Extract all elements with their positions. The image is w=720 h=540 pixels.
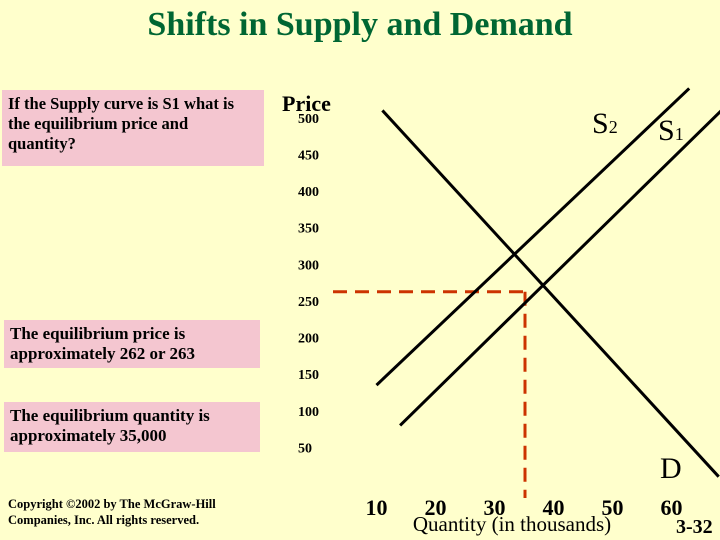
x-tick-label: 30 bbox=[484, 495, 506, 520]
y-tick-label: 200 bbox=[298, 332, 319, 347]
y-tick-label: 500 bbox=[298, 112, 319, 127]
curve-label-s1: S1 bbox=[658, 114, 684, 147]
y-tick-label: 450 bbox=[298, 148, 319, 163]
y-tick-label: 100 bbox=[298, 405, 319, 420]
curve-s2 bbox=[375, 87, 691, 387]
answer-price-text: The equilibrium price is approximately 2… bbox=[10, 324, 195, 363]
curve-label-s2: S2 bbox=[592, 107, 618, 140]
answer-price-box: The equilibrium price is approximately 2… bbox=[4, 320, 260, 368]
x-tick-label: 20 bbox=[425, 495, 447, 520]
y-tick-label: 350 bbox=[298, 222, 319, 237]
curve-s1 bbox=[399, 109, 720, 427]
answer-quantity-box: The equilibrium quantity is approximatel… bbox=[4, 402, 260, 452]
y-tick-label: 250 bbox=[298, 295, 319, 310]
slide-title: Shifts in Supply and Demand bbox=[147, 6, 573, 43]
x-tick-label: 10 bbox=[366, 495, 388, 520]
x-tick-label: 60 bbox=[661, 495, 683, 520]
copyright: Copyright ©2002 by The McGraw-Hill Compa… bbox=[8, 496, 216, 528]
x-axis-label: Quantity (in thousands) bbox=[413, 512, 611, 536]
copyright-line2: Companies, Inc. All rights reserved. bbox=[8, 513, 200, 527]
x-tick-label: 50 bbox=[602, 495, 624, 520]
slide-number: 3-32 bbox=[676, 516, 713, 538]
curve-label-d: D bbox=[660, 452, 682, 485]
question-box: If the Supply curve is S1 what is the eq… bbox=[2, 90, 264, 166]
copyright-line1: Copyright ©2002 by The McGraw-Hill bbox=[8, 497, 216, 511]
curve-d bbox=[381, 109, 720, 478]
y-tick-label: 300 bbox=[298, 258, 319, 273]
y-tick-label: 50 bbox=[298, 441, 312, 456]
y-tick-label: 150 bbox=[298, 368, 319, 383]
y-axis-label: Price bbox=[282, 91, 331, 116]
answer-quantity-text: The equilibrium quantity is approximatel… bbox=[10, 406, 210, 445]
question-text: If the Supply curve is S1 what is the eq… bbox=[8, 94, 234, 153]
y-tick-label: 400 bbox=[298, 185, 319, 200]
x-tick-label: 40 bbox=[543, 495, 565, 520]
